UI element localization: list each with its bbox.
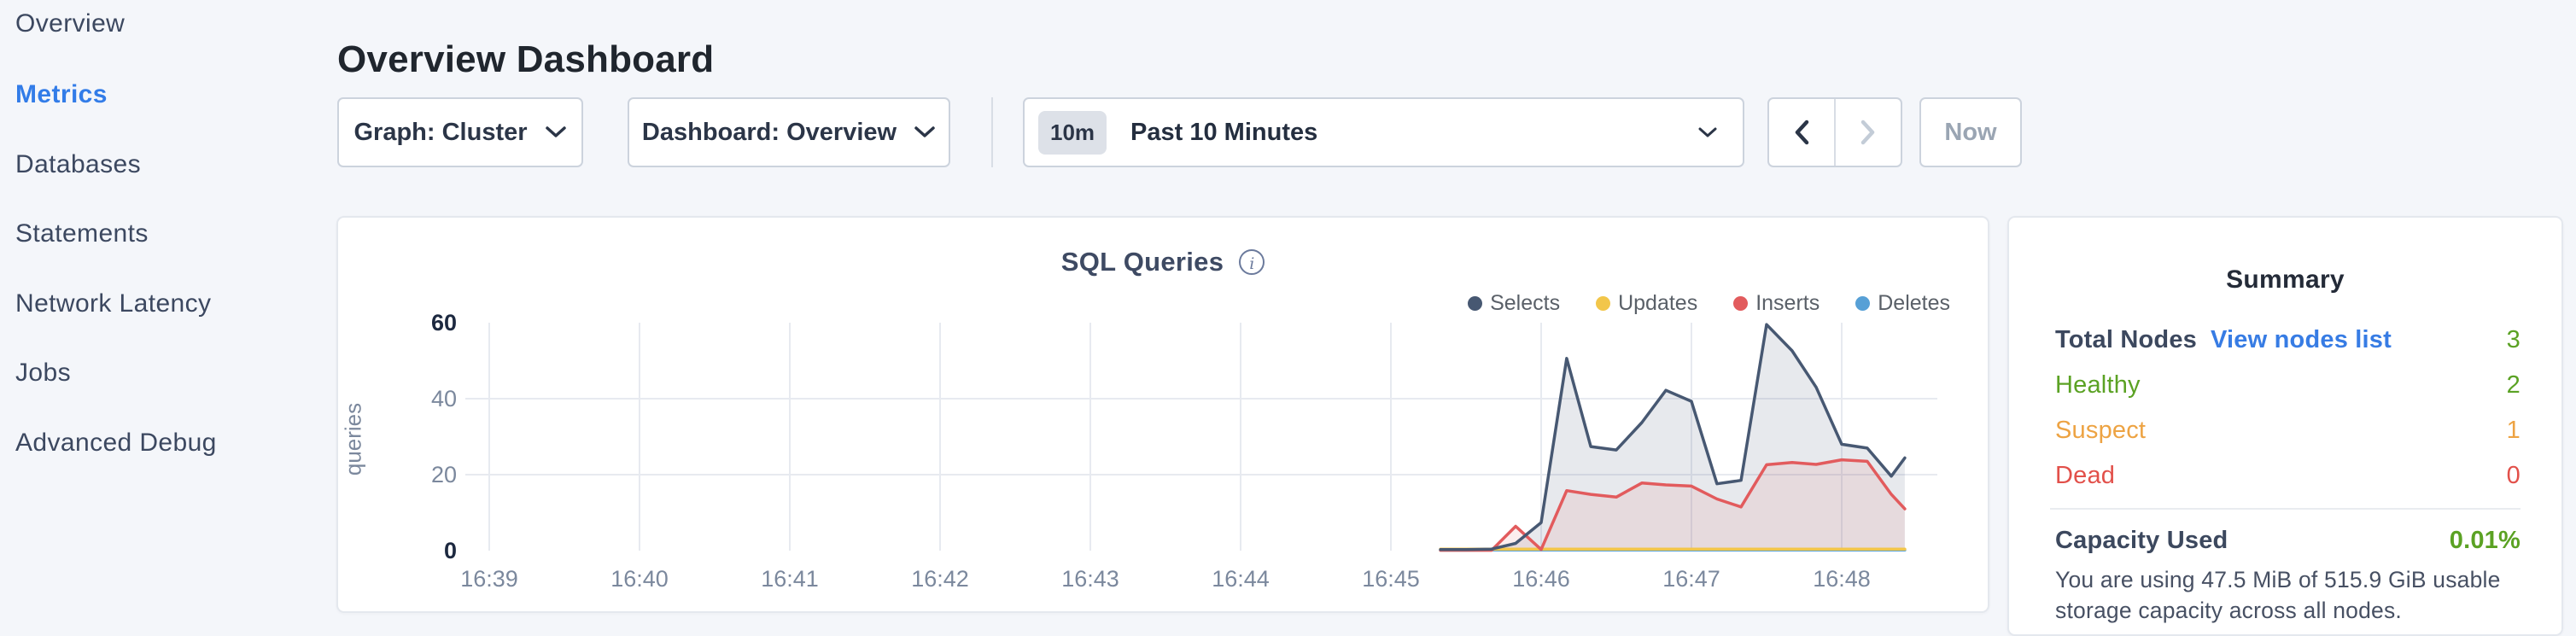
page-title: Overview Dashboard	[337, 38, 715, 81]
sidebar-item-network-latency[interactable]: Network Latency	[15, 289, 212, 318]
summary-row-label: Total Nodes	[2055, 325, 2198, 353]
dashboard-dropdown[interactable]: Dashboard: Overview	[628, 97, 950, 167]
summary-title: Summary	[2226, 265, 2345, 294]
chevron-down-icon	[914, 125, 936, 139]
legend-item-selects[interactable]: Selects	[1468, 291, 1560, 316]
summary-card: Summary Total Nodes View nodes list 3 Healt…	[2007, 216, 2563, 636]
healthy-row: Healthy 2	[2055, 370, 2521, 400]
sidebar-item-metrics[interactable]: Metrics	[15, 80, 108, 108]
x-tick-label: 16:45	[1362, 566, 1420, 592]
chart-legend: Selects Updates Inserts Deletes	[1468, 291, 1950, 316]
suspect-row: Suspect 1	[2055, 415, 2521, 446]
time-range-selector[interactable]: 10m Past 10 Minutes	[1023, 97, 1744, 167]
series-line-selects	[1439, 323, 1907, 551]
summary-row-label: Healthy	[2055, 371, 2141, 399]
time-step-buttons	[1767, 97, 1902, 167]
x-tick-label: 16:43	[1061, 566, 1119, 592]
info-icon[interactable]: i	[1239, 249, 1265, 275]
summary-row-value: 0	[2506, 461, 2521, 489]
summary-row-value: 3	[2506, 325, 2521, 353]
total-nodes-row: Total Nodes View nodes list 3	[2055, 324, 2521, 355]
next-time-button[interactable]	[1836, 99, 1901, 166]
chevron-down-icon	[1698, 127, 1717, 138]
legend-dot-updates	[1596, 296, 1611, 311]
x-tick-label: 16:39	[460, 566, 518, 592]
summary-row-value: 1	[2506, 416, 2521, 444]
view-nodes-list-link[interactable]: View nodes list	[2211, 325, 2392, 353]
capacity-used-row: Capacity Used 0.01%	[2055, 525, 2521, 556]
sidebar-item-statements[interactable]: Statements	[15, 219, 149, 248]
now-button[interactable]: Now	[1919, 97, 2022, 167]
x-tick-label: 16:41	[761, 566, 819, 592]
time-range-badge: 10m	[1038, 110, 1107, 155]
legend-dot-deletes	[1855, 296, 1871, 311]
time-range-label: Past 10 Minutes	[1130, 118, 1318, 146]
sidebar: Overview Metrics Databases Statements Networ…	[0, 0, 336, 623]
legend-dot-selects	[1468, 296, 1483, 311]
legend-item-inserts[interactable]: Inserts	[1733, 291, 1820, 316]
x-tick-label: 16:47	[1662, 566, 1720, 592]
capacity-description: You are using 47.5 MiB of 515.9 GiB usab…	[2055, 567, 2501, 623]
chevron-down-icon	[545, 125, 567, 139]
chevron-left-icon	[1791, 119, 1812, 146]
legend-label: Deletes	[1878, 291, 1950, 315]
x-tick-label: 16:42	[911, 566, 969, 592]
chart-plot-area[interactable]: 16:39 16:40 16:41 16:42 16:43 16:44 16:45 16:46…	[338, 218, 1988, 611]
sidebar-item-databases[interactable]: Databases	[15, 150, 142, 178]
x-tick-label: 16:48	[1813, 566, 1871, 592]
sidebar-item-jobs[interactable]: Jobs	[15, 359, 71, 387]
y-tick-label: 0	[444, 538, 457, 563]
legend-label: Inserts	[1755, 291, 1820, 315]
sidebar-item-overview[interactable]: Overview	[15, 9, 126, 38]
capacity-used-label: Capacity Used	[2055, 526, 2228, 554]
legend-item-updates[interactable]: Updates	[1596, 291, 1697, 316]
chart-title: SQL Queries	[1060, 247, 1224, 277]
x-tick-label: 16:46	[1512, 566, 1570, 592]
sql-queries-chart-card: SQL Queries i Selects Updates Inserts Delet…	[336, 216, 1989, 613]
dead-row: Dead 0	[2055, 460, 2521, 491]
legend-label: Updates	[1618, 291, 1698, 315]
legend-dot-inserts	[1733, 296, 1749, 311]
prev-time-button[interactable]	[1769, 99, 1834, 166]
capacity-used-value: 0.01%	[2449, 526, 2521, 554]
chevron-right-icon	[1858, 119, 1878, 146]
x-tick-label: 16:44	[1212, 566, 1270, 592]
y-tick-label: 20	[431, 462, 457, 487]
graph-dropdown[interactable]: Graph: Cluster	[337, 97, 583, 167]
button-divider	[1834, 99, 1836, 166]
y-tick-label: 40	[431, 386, 457, 411]
graph-dropdown-label: Graph: Cluster	[353, 118, 528, 146]
series-line-inserts	[1439, 458, 1907, 552]
summary-row-label: Dead	[2055, 461, 2116, 489]
summary-divider	[2050, 508, 2521, 510]
summary-row-label: Suspect	[2055, 416, 2147, 444]
sidebar-item-advanced-debug[interactable]: Advanced Debug	[15, 429, 217, 457]
dashboard-dropdown-label: Dashboard: Overview	[641, 118, 897, 146]
now-button-label: Now	[1944, 118, 1997, 146]
legend-label: Selects	[1490, 291, 1561, 315]
summary-row-value: 2	[2506, 371, 2521, 399]
toolbar-divider	[991, 97, 993, 167]
legend-item-deletes[interactable]: Deletes	[1855, 291, 1950, 316]
y-tick-label: 60	[431, 310, 457, 336]
x-tick-label: 16:40	[610, 566, 669, 592]
